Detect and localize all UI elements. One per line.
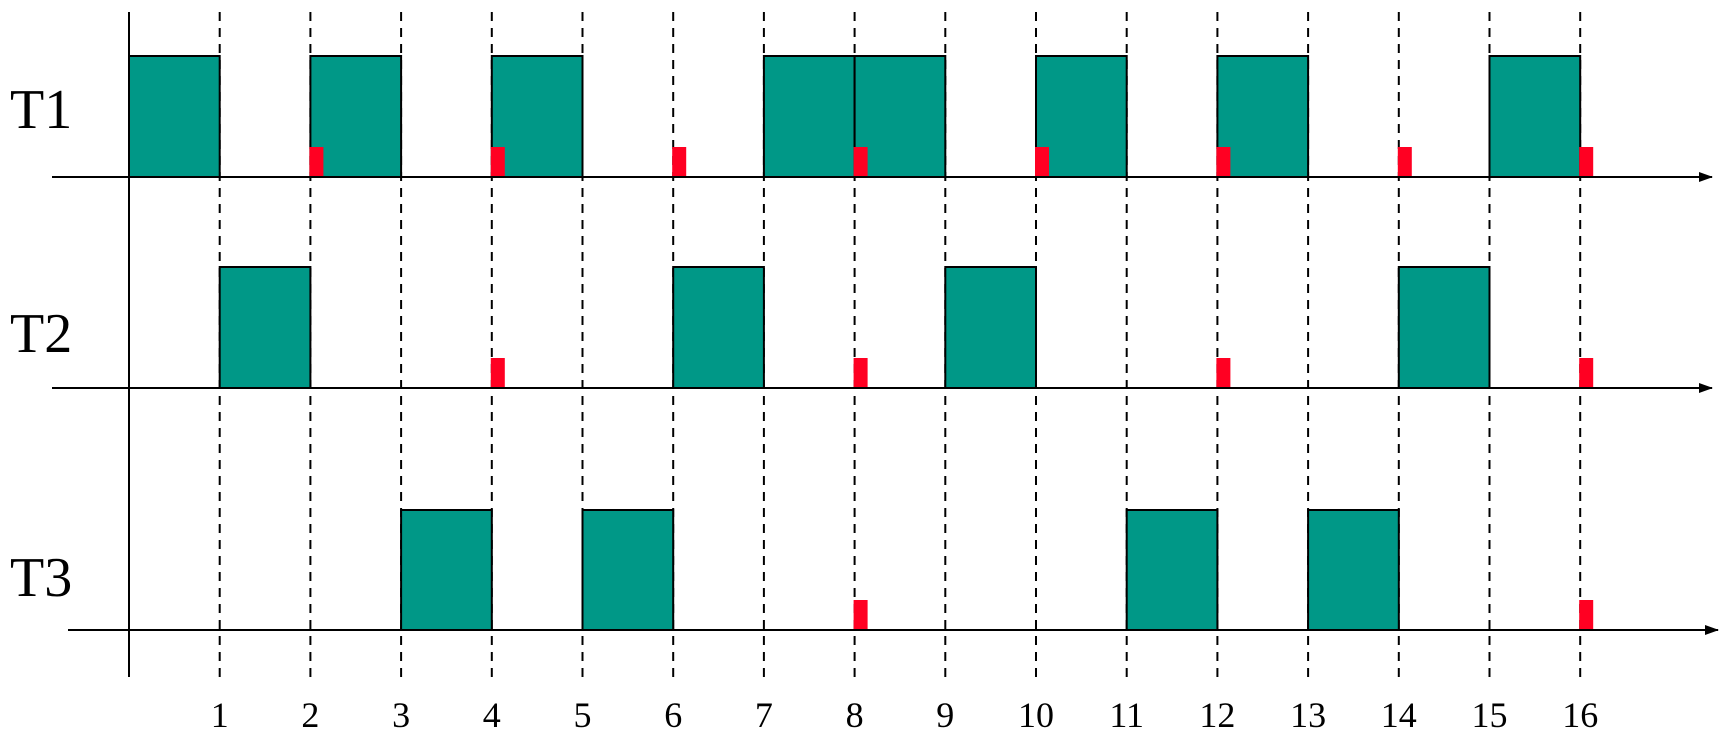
exec-block-t1-7 — [1488, 55, 1582, 178]
exec-block-t2-0 — [218, 266, 312, 389]
tick-label-10: 10 — [1018, 695, 1054, 729]
row-labels: T1 T2 T3 — [10, 79, 72, 609]
exec-block-t1-2 — [490, 55, 584, 178]
tick-label-6: 6 — [664, 695, 682, 729]
tick-label-9: 9 — [936, 695, 954, 729]
exec-block-t3-2 — [1125, 509, 1219, 631]
release-marker-t2-0 — [490, 358, 505, 388]
exec-block-t2-3 — [1397, 266, 1491, 389]
release-marker-t3-1 — [1579, 600, 1594, 630]
tick-label-3: 3 — [392, 695, 410, 729]
exec-block-t3-3 — [1307, 509, 1400, 631]
release-marker-t1-7 — [1579, 147, 1594, 177]
tick-label-12: 12 — [1199, 695, 1235, 729]
release-marker-t2-1 — [853, 358, 868, 388]
exec-block-t1-6 — [1216, 55, 1310, 178]
tick-label-2: 2 — [301, 695, 319, 729]
tick-label-16: 16 — [1562, 695, 1598, 729]
time-tick-labels: 1 2 3 4 5 6 7 8 9 10 11 12 13 14 15 16 — [211, 695, 1598, 729]
exec-block-t2-1 — [672, 266, 765, 389]
exec-block-t1-3 — [762, 55, 856, 178]
release-marker-t1-4 — [1035, 147, 1049, 177]
exec-block-t2-2 — [944, 266, 1037, 389]
release-marker-t1-1 — [490, 147, 505, 177]
release-marker-t1-2 — [672, 147, 687, 177]
release-marker-t1-0 — [309, 147, 324, 177]
exec-block-t1-5 — [1035, 55, 1128, 178]
exec-block-t3-0 — [400, 509, 493, 631]
execution-blocks — [128, 55, 1582, 631]
tick-label-1: 1 — [211, 695, 229, 729]
row-label-t3: T3 — [10, 547, 72, 609]
exec-block-t1-4 — [853, 55, 947, 178]
exec-block-t1-0 — [128, 55, 221, 178]
exec-block-t3-1 — [581, 509, 675, 631]
release-marker-t3-0 — [853, 600, 868, 630]
tick-label-8: 8 — [846, 695, 864, 729]
row-label-t1: T1 — [10, 79, 72, 141]
release-marker-t2-2 — [1216, 358, 1231, 388]
tick-label-15: 15 — [1472, 695, 1508, 729]
tick-label-4: 4 — [483, 695, 501, 729]
tick-label-11: 11 — [1109, 695, 1144, 729]
tick-label-14: 14 — [1381, 695, 1417, 729]
tick-label-13: 13 — [1290, 695, 1326, 729]
release-marker-t1-5 — [1216, 147, 1231, 177]
release-marker-t2-3 — [1579, 358, 1594, 388]
exec-block-t1-1 — [309, 55, 403, 178]
release-markers — [309, 147, 1594, 630]
release-marker-t1-6 — [1397, 147, 1412, 177]
tick-label-7: 7 — [755, 695, 773, 729]
release-marker-t1-3 — [853, 147, 868, 177]
timelines — [52, 12, 1719, 677]
row-label-t2: T2 — [10, 303, 72, 365]
tick-label-5: 5 — [574, 695, 592, 729]
